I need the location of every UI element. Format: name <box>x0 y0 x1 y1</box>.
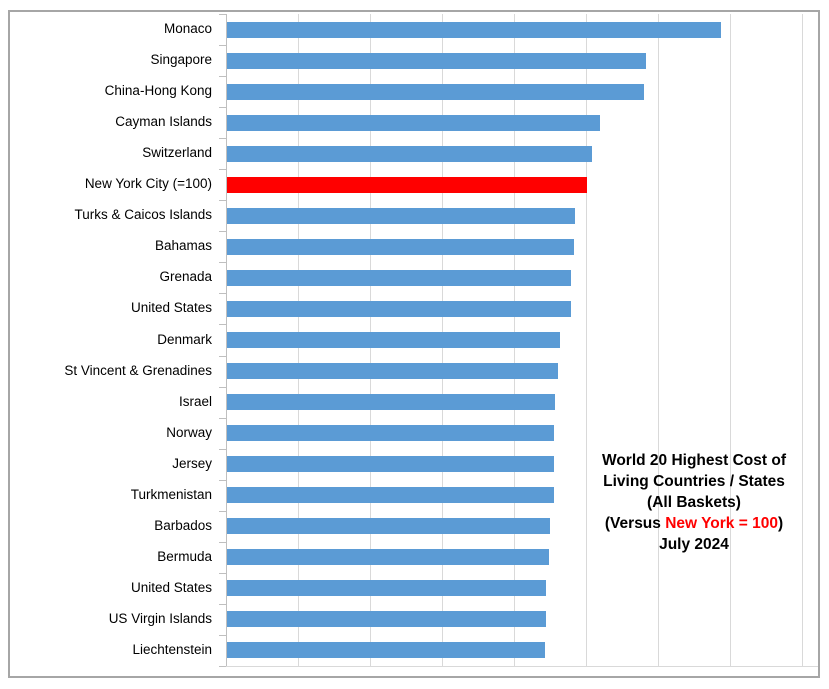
category-label-bahamas: Bahamas <box>154 238 212 254</box>
chart-title-line-4-prefix: (Versus <box>604 515 666 532</box>
gridline-100 <box>586 14 588 666</box>
axis-tick-9 <box>218 293 226 295</box>
chart-title-line-1: World 20 Highest Cost of <box>601 452 786 469</box>
axis-tick-14 <box>218 448 226 450</box>
axis-tick-20 <box>218 634 226 636</box>
bar-united-states-2 <box>226 580 546 597</box>
bar-bermuda <box>226 549 550 566</box>
axis-tick-16 <box>218 510 226 512</box>
axis-tick-7 <box>218 231 226 233</box>
category-label-denmark: Denmark <box>157 331 212 347</box>
chart-title: World 20 Highest Cost of Living Countrie… <box>584 450 804 555</box>
chart-title-line-4: (Versus New York = 100) <box>584 513 804 534</box>
bar-norway <box>226 425 555 442</box>
bar-st-vincent-grenadines <box>226 363 558 380</box>
bar-barbados <box>226 518 550 535</box>
category-label-norway: Norway <box>166 424 212 440</box>
bar-monaco <box>226 21 722 38</box>
chart-title-line-4-suffix: ) <box>777 515 784 532</box>
axis-tick-12 <box>218 386 226 388</box>
category-label-switzerland: Switzerland <box>142 145 212 161</box>
bar-turkmenistan <box>226 487 554 504</box>
category-label-bermuda: Bermuda <box>157 548 212 564</box>
axis-tick-21 <box>218 666 226 667</box>
axis-tick-10 <box>218 324 226 326</box>
axis-tick-8 <box>218 262 226 264</box>
category-label-cayman-islands: Cayman Islands <box>115 114 212 130</box>
category-label-grenada: Grenada <box>159 269 212 285</box>
axis-tick-1 <box>218 45 226 47</box>
chart-title-line-4-highlight: New York = 100 <box>665 515 778 532</box>
plot-bottom-border <box>225 666 818 667</box>
category-label-united-states-2: United States <box>130 579 212 595</box>
category-label-turks-caicos-islands: Turks & Caicos Islands <box>74 207 212 223</box>
chart-title-line-3: (All Baskets) <box>647 494 741 511</box>
bar-united-states <box>226 300 571 317</box>
category-label-united-states: United States <box>130 300 212 316</box>
gridline-160 <box>802 14 804 666</box>
bar-israel <box>226 394 556 411</box>
axis-tick-13 <box>218 417 226 419</box>
bar-grenada <box>226 269 571 286</box>
axis-tick-3 <box>218 107 226 109</box>
axis-tick-6 <box>218 200 226 202</box>
axis-tick-4 <box>218 138 226 140</box>
chart-title-line-5: July 2024 <box>659 536 729 553</box>
category-label-us-virgin-islands: US Virgin Islands <box>108 610 212 626</box>
bar-new-york-city-100 <box>226 176 588 193</box>
bar-us-virgin-islands <box>226 611 546 628</box>
axis-tick-2 <box>218 76 226 78</box>
bar-turks-caicos-islands <box>226 207 575 224</box>
category-label-singapore: Singapore <box>150 52 212 68</box>
category-label-new-york-city-100: New York City (=100) <box>84 176 212 192</box>
axis-tick-19 <box>218 603 226 605</box>
gridline-140 <box>730 14 732 666</box>
category-axis-line <box>225 14 227 666</box>
chart-title-line-2: Living Countries / States <box>603 473 785 490</box>
bar-switzerland <box>226 145 593 162</box>
axis-tick-5 <box>218 169 226 171</box>
bar-jersey <box>226 456 554 473</box>
bar-singapore <box>226 52 646 69</box>
axis-tick-17 <box>218 541 226 543</box>
bar-cayman-islands <box>226 114 601 131</box>
category-label-turkmenistan: Turkmenistan <box>130 486 212 502</box>
axis-tick-15 <box>218 479 226 481</box>
category-label-china-hong-kong: China-Hong Kong <box>104 83 212 99</box>
gridline-120 <box>658 14 660 666</box>
category-label-israel: Israel <box>178 393 212 409</box>
axis-tick-11 <box>218 355 226 357</box>
bar-liechtenstein <box>226 642 545 659</box>
category-label-monaco: Monaco <box>163 21 212 37</box>
bar-bahamas <box>226 238 574 255</box>
axis-tick-18 <box>218 572 226 574</box>
bar-denmark <box>226 332 560 348</box>
category-label-jersey: Jersey <box>172 455 212 471</box>
category-label-barbados: Barbados <box>154 517 212 533</box>
category-label-st-vincent-grenadines: St Vincent & Grenadines <box>64 362 212 378</box>
category-label-liechtenstein: Liechtenstein <box>132 641 212 657</box>
bar-china-hong-kong <box>226 83 645 100</box>
axis-tick-0 <box>218 14 226 15</box>
